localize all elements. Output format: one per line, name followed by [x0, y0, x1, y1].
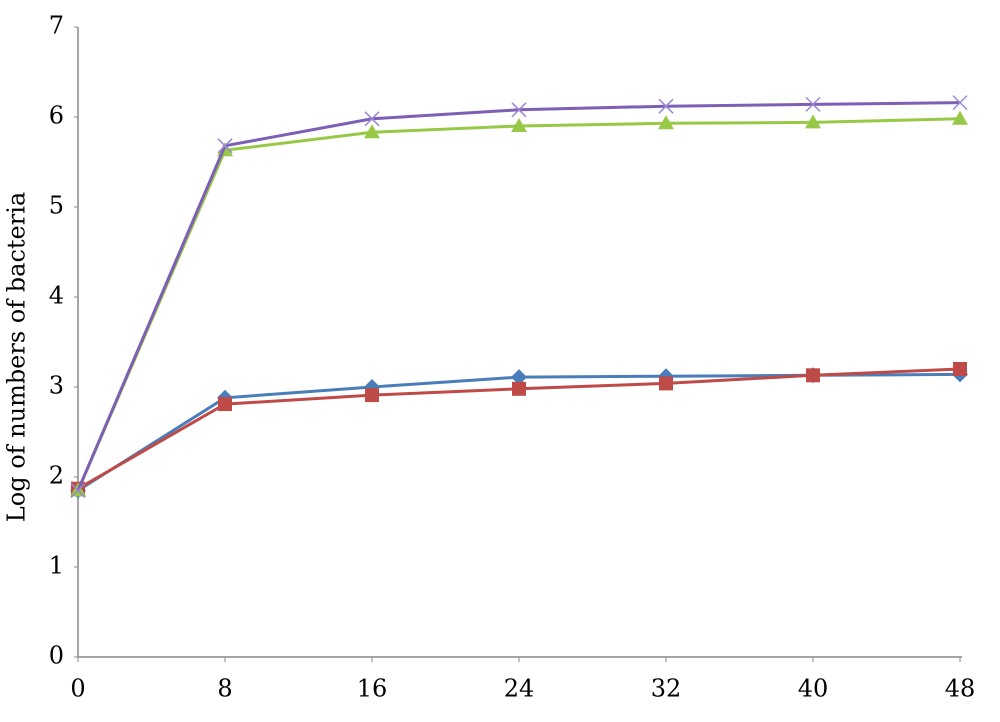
marker	[805, 96, 821, 112]
y-tick-label: 0	[49, 642, 64, 670]
marker	[952, 95, 968, 111]
marker	[511, 118, 527, 132]
marker	[364, 124, 380, 139]
marker	[658, 98, 674, 114]
x-tick-label: 16	[357, 675, 388, 703]
marker	[953, 362, 967, 376]
series-line	[76, 117, 961, 492]
marker	[659, 376, 673, 391]
y-tick-label: 6	[49, 102, 64, 130]
y-tick-label: 2	[49, 462, 64, 490]
marker	[364, 111, 380, 127]
marker	[217, 138, 233, 154]
y-tick-label: 7	[49, 12, 64, 40]
y-tick-label: 1	[49, 552, 64, 580]
marker	[511, 369, 527, 386]
y-tick-label: 3	[49, 372, 64, 400]
marker	[70, 482, 86, 499]
marker	[805, 114, 821, 129]
x-tick-label: 0	[70, 675, 85, 703]
y-axis-label: Log of numbers of bacteria	[3, 192, 31, 522]
marker	[511, 102, 527, 118]
marker	[658, 115, 674, 130]
marker	[512, 381, 526, 396]
marker	[365, 388, 379, 403]
series-line	[76, 101, 961, 492]
marker	[218, 397, 232, 412]
y-tick-label: 4	[49, 282, 64, 310]
x-tick-label: 40	[798, 675, 829, 703]
x-tick-label: 48	[945, 675, 976, 703]
marker	[952, 110, 968, 125]
x-tick-label: 32	[651, 675, 682, 703]
x-tick-label: 8	[217, 675, 232, 703]
marker	[806, 368, 820, 383]
y-tick-label: 5	[49, 192, 64, 220]
x-tick-label: 24	[504, 675, 535, 703]
